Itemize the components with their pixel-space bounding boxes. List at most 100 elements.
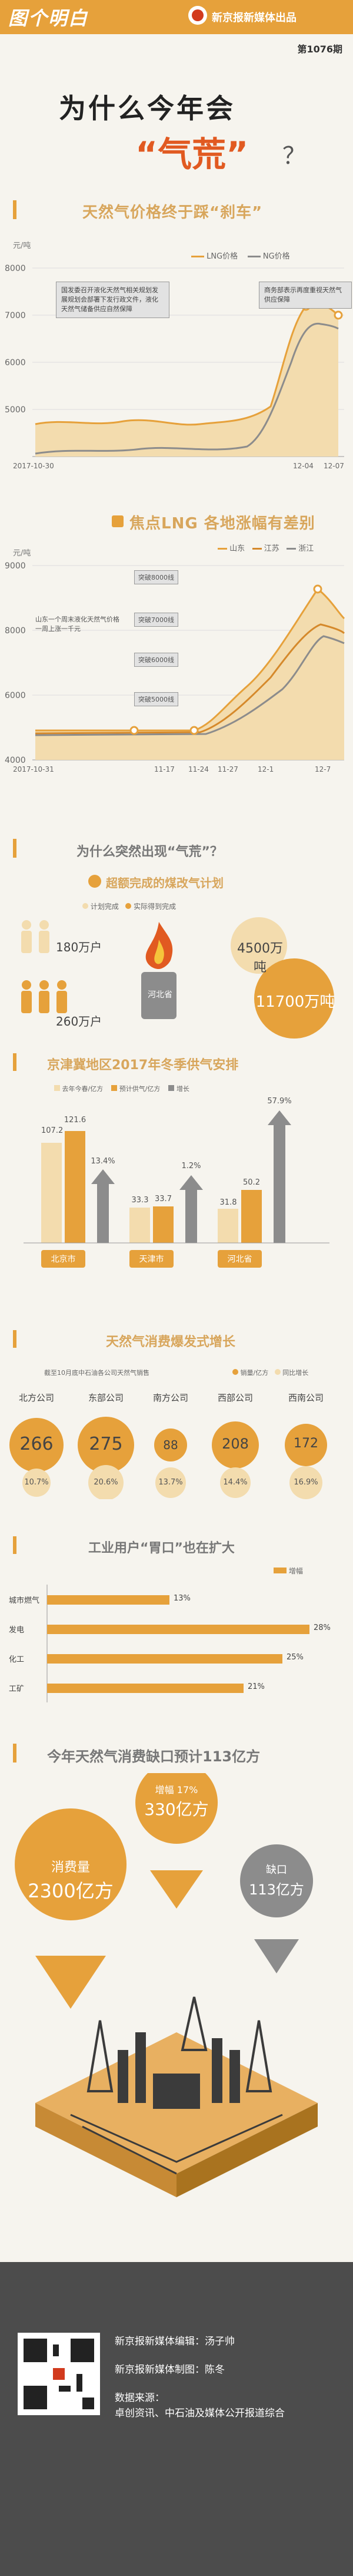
legend-actual: 实际得到完成 [134, 902, 176, 911]
legend-sales: 销量/亿方 [240, 1369, 269, 1377]
value-hebei-growth: 57.9% [267, 1097, 292, 1106]
point-5000b [189, 726, 199, 735]
label-beijing: 北京市 [51, 1255, 76, 1264]
bar-chemical [47, 1654, 282, 1664]
value-tianjin-growth: 1.2% [181, 1162, 201, 1170]
label-bg-beijing [41, 1250, 85, 1268]
company-southwest: 西南公司 [288, 1393, 324, 1403]
header-bar: 图个明白 新京报新媒体出品 [0, 0, 353, 34]
gap-pin-icon [240, 1844, 314, 1973]
legend-swatch-shandong [218, 548, 227, 550]
yoy-southwest-value: 16.9% [294, 1478, 318, 1487]
ytick-8000: 8000 [5, 264, 26, 273]
ytick-4000: 4000 [5, 756, 26, 765]
row-value-power: 28% [314, 1623, 331, 1632]
value-hebei-plan: 50.2 [243, 1178, 260, 1187]
newspaper-logo-icon [188, 6, 207, 25]
legend-swatch-growth [168, 1085, 175, 1091]
section4-title: 京津冀地区2017年冬季供气安排 [47, 1058, 239, 1073]
footer: 新京报新媒体编辑：汤子帅 新京报新媒体制图：陈冬 数据来源： 卓创资讯、中石油及… [0, 2262, 353, 2576]
section5-legend: 销量/亿方 同比增长 [232, 1368, 308, 1377]
legend-yoy: 同比增长 [282, 1369, 309, 1377]
row-value-chemical: 25% [287, 1653, 304, 1662]
refinery-icon [86, 1996, 272, 2109]
issue-number: 第1076期 [297, 44, 342, 55]
section2-line-chart: 9000 8000 6000 4000 2017-10-31 11-17 11-… [5, 561, 345, 773]
zhejiang-line [35, 635, 345, 736]
section1-legend: LNG价格 NG价格 [191, 250, 290, 261]
lng-end-point [334, 310, 343, 320]
section6-legend: 增幅 [274, 1566, 303, 1576]
value-east: 275 [89, 1434, 123, 1454]
bar-power [47, 1625, 309, 1634]
page-title-question: ？ [282, 143, 306, 170]
ytick-8000: 8000 [5, 626, 26, 636]
xtick-12-1: 12-1 [258, 765, 274, 773]
actual-people-icon [21, 980, 67, 1013]
legend-swatch-plan [111, 1085, 118, 1091]
actual-tons-value: 11700万吨 [255, 993, 335, 1011]
footer-source-label: 数据来源： [115, 2392, 165, 2404]
people-icons [21, 920, 67, 1013]
yoy-west-value: 14.4% [223, 1478, 248, 1487]
shandong-line [35, 587, 345, 732]
value-beijing-plan: 121.6 [64, 1116, 86, 1125]
yoy-southwest [289, 1466, 322, 1499]
gap-label: 缺口 [266, 1864, 287, 1876]
company-north: 北方公司 [18, 1393, 54, 1403]
increase-value: 330亿方 [144, 1800, 209, 1819]
footer-source: 卓创资讯、中石油及媒体公开报道综合 [115, 2408, 285, 2419]
platform-side-left [35, 2103, 176, 2197]
section6-title: 工业用户“胃口”也在扩大 [88, 1541, 235, 1556]
page-title-line1: 为什么今年会 [59, 92, 235, 124]
legend-plan: 预计供气/亿方 [119, 1085, 161, 1093]
row-value-city-gas: 13% [174, 1594, 191, 1603]
gap-value: 113亿方 [249, 1881, 304, 1898]
yoy-north-value: 10.7% [24, 1478, 49, 1487]
value-north: 266 [19, 1434, 54, 1454]
increase-pin-icon [135, 1773, 218, 1909]
legend-shandong: 山东 [229, 544, 245, 553]
bar-hebei-plan [241, 1190, 262, 1243]
legend-swatch-sales [232, 1369, 238, 1375]
increase-label: 增幅 17% [155, 1784, 198, 1795]
value-beijing-last: 107.2 [41, 1126, 64, 1135]
section2-annotation: 山东一个周末液化天然气价格一周上涨一千元 [35, 616, 119, 633]
xtick-2017-10-30: 2017-10-30 [13, 462, 54, 470]
callout-7000: 突破7000线 [134, 613, 178, 627]
province-label: 河北省 [148, 990, 172, 1000]
section3-title: 为什么突然出现“气荒”？ [76, 845, 223, 859]
actual-people-value: 260万户 [56, 1014, 102, 1029]
ytick-6000: 6000 [5, 358, 26, 368]
value-beijing-growth: 13.4% [91, 1157, 115, 1166]
bar-city-gas [47, 1595, 169, 1605]
legend-swatch-plan [82, 903, 88, 909]
section7-illustration [15, 1773, 318, 2197]
ytick-7000: 7000 [5, 311, 26, 320]
legend-swatch-last [54, 1085, 60, 1091]
section2-marker [112, 515, 124, 527]
xtick-12-04: 12-04 [293, 462, 314, 470]
callout-5000: 突破5000线 [134, 692, 178, 706]
ytick-5000: 5000 [5, 405, 26, 415]
consumption-pin-icon [15, 1808, 127, 2009]
legend-growth: 增长 [176, 1085, 189, 1093]
section5-bubble-chart [9, 1417, 327, 1499]
lng-area [35, 304, 338, 457]
point-5000 [129, 726, 139, 735]
ytick-9000: 9000 [5, 561, 26, 571]
page-title-line2: “气荒” [135, 134, 249, 174]
legend-zhejiang: 浙江 [298, 544, 314, 553]
arrow-hebei-growth [268, 1110, 291, 1243]
callout-6000: 突破6000线 [134, 653, 178, 667]
section5-note: 截至10月底中石油各公司天然气销售 [44, 1369, 149, 1377]
legend-swatch-ng [247, 256, 261, 257]
value-hebei-last: 31.8 [219, 1198, 237, 1207]
section1-annotation-left: 国发委召开液化天然气相关规划发展规划会部署下发行政文件，液化天然气储备供应自然保… [56, 282, 169, 318]
section1-ylabel: 元/吨 [13, 242, 31, 250]
bubble-west [212, 1421, 259, 1469]
legend-ng: NG价格 [262, 252, 290, 261]
section1-annotation-right: 商务部表示再度重视天然气供应保障 [259, 282, 352, 309]
row-label-chemical: 化工 [9, 1655, 25, 1664]
row-label-power: 发电 [9, 1626, 25, 1635]
